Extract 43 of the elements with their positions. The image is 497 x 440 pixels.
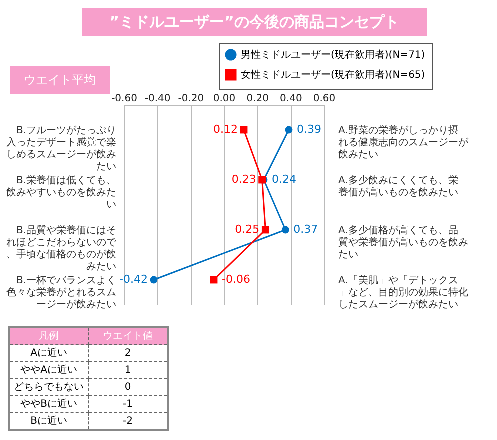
legend-label: 男性ミドルユーザー(現在飲用者)(N=71): [241, 49, 426, 61]
y2-tick-label: A.多少飲みにくくても、栄養価が高いものを飲みたい: [338, 174, 458, 198]
point: [282, 226, 290, 234]
point: [150, 276, 158, 284]
y-tick-label: B.品質や栄養価にはそれほどこだわらないので、手頃な価格のものが飲みたい: [6, 224, 118, 272]
x-tick-label: 0.20: [246, 94, 269, 104]
text: Bに近い: [9, 412, 88, 430]
x-tick-label: 0.40: [280, 94, 302, 104]
chart-title: ”ミドルユーザー”の今後の商品コンセプト: [82, 8, 427, 36]
y-tick-label: B.栄養価は低くても、飲みやすいものを飲みたい: [6, 174, 116, 210]
data-label: -0.06: [222, 273, 250, 286]
text: ウエイト値: [88, 327, 168, 344]
data-label: 0.37: [294, 223, 318, 236]
y2-tick-label: A.「美肌」や「デトックス」など、目的別の効果に特化したスムージーが飲みたい: [338, 274, 468, 310]
legend-label: 女性ミドルユーザー(現在飲用者)(N=65): [241, 69, 426, 81]
data-label: 0.23: [232, 173, 256, 186]
text: 2: [88, 344, 168, 362]
point: [262, 226, 270, 234]
y2-tick-label: A.野菜の栄養がしっかり摂れる健康志向のスムージーが飲みたい: [338, 124, 470, 160]
x-tick-label: -0.40: [144, 94, 171, 104]
data-label: 0.39: [297, 123, 322, 136]
text: ややBに近い: [9, 396, 88, 412]
text: -2: [88, 412, 168, 430]
data-label: 0.24: [272, 173, 296, 186]
y-tick-label: B.フルーツがたっぷり入ったデザート感覚で楽しめるスムージーが飲みたい: [6, 126, 116, 172]
y-tick-label: B.一杯でバランスよく色々な栄養がとれるスムージーが飲みたい: [6, 274, 116, 310]
data-label: 0.25: [235, 223, 260, 236]
data-label: 0.12: [214, 123, 238, 136]
text: 0: [88, 378, 168, 396]
x-tick-label: 0.60: [313, 94, 336, 104]
text: -1: [88, 396, 168, 412]
x-tick-label: -0.60: [112, 94, 138, 104]
text: ウエイト平均: [10, 66, 110, 94]
y2-tick-label: A.多少価格が高くても、品質や栄養価が高いものを飲みたい: [338, 224, 468, 260]
text: 1: [88, 362, 168, 378]
text: Aに近い: [9, 344, 88, 362]
x-tick-label: -0.20: [178, 94, 204, 104]
point: [285, 126, 293, 134]
x-tick-label: 0.00: [213, 94, 236, 104]
data-label: -0.42: [120, 273, 148, 286]
text: ややAに近い: [9, 362, 88, 378]
text: どちらでもない: [9, 378, 88, 396]
text: 凡例: [9, 327, 88, 344]
